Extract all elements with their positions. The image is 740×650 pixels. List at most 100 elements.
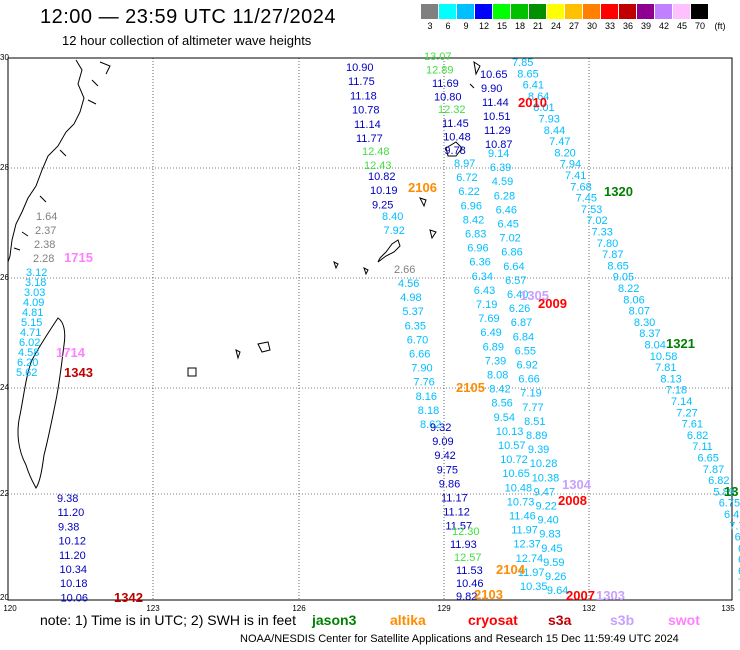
scale-label: (ft) xyxy=(714,21,726,31)
satellite-legend-cryosat: cryosat xyxy=(468,612,518,628)
wave-height-value: 3.03 xyxy=(24,287,45,299)
wave-height-value: 5.62 xyxy=(16,367,37,379)
pass-label: 1303 xyxy=(596,588,625,603)
wave-height-value: 8.56 xyxy=(491,398,512,410)
wave-height-value: 8.18 xyxy=(418,405,439,417)
wave-height-value: 8.42 xyxy=(489,384,510,396)
scale-label: 36 xyxy=(622,21,633,31)
longitude-tick-label: 135 xyxy=(721,604,735,613)
latitude-tick-label: 26 xyxy=(0,273,9,282)
pass-label: 1342 xyxy=(114,590,143,605)
wave-height-value: 7.53 xyxy=(581,204,602,216)
wave-height-value: 11.45 xyxy=(442,118,469,130)
map-frame xyxy=(7,57,733,601)
wave-height-value: 7.73 xyxy=(729,520,740,532)
wave-height-value: 2.37 xyxy=(35,225,56,237)
wave-height-value: 8.16 xyxy=(416,391,437,403)
wave-height-value: 7.02 xyxy=(586,215,607,227)
ryukyu-small-2 xyxy=(429,229,437,240)
wave-height-value: 8.20 xyxy=(554,147,575,159)
track-e2: 3.123.183.034.094.815.154.716.024.586.20… xyxy=(16,267,47,379)
scale-swatch xyxy=(655,4,673,19)
wave-height-value: 10.19 xyxy=(370,185,398,197)
track-b2: 11.69 10.80 xyxy=(432,78,462,104)
wave-height-value: 8.01 xyxy=(533,102,554,114)
wave-height-value: 9.14 xyxy=(488,148,509,160)
longitude-tick-label: 126 xyxy=(292,604,306,613)
wave-height-value: 3.12 xyxy=(26,267,47,279)
wave-height-value: 7.69 xyxy=(478,313,499,325)
scale-swatch xyxy=(547,4,565,19)
wave-height-value: 7.45 xyxy=(576,193,597,205)
scale-label: 12 xyxy=(478,21,489,31)
longitude-ticks: 120 123 126 129 132 135 xyxy=(3,604,735,613)
wave-height-value: 10.87 xyxy=(485,139,513,151)
wave-height-value: 8.65 xyxy=(517,68,538,80)
wave-height-value: 9.47 xyxy=(534,486,555,498)
track-b4: 11.45 10.489.78 xyxy=(442,118,471,157)
track-a2: 12.48 12.43 xyxy=(362,146,392,172)
wave-height-value: 8.13 xyxy=(660,373,681,385)
pass-label: 2104 xyxy=(496,562,526,577)
wave-height-value: 11.93 xyxy=(450,539,477,551)
scale-label: 6 xyxy=(445,21,451,31)
wave-height-value: 10.13 xyxy=(496,426,524,438)
wave-height-value: 8.22 xyxy=(618,283,639,295)
wave-height-value: 4.09 xyxy=(23,297,44,309)
wave-height-value: 11.57 xyxy=(445,521,472,533)
ryukyu-small-3 xyxy=(333,261,339,270)
wave-height-value: 9.90 xyxy=(481,83,502,95)
wave-height-value: 2.38 xyxy=(34,239,55,251)
wave-height-value: 6.64 xyxy=(503,261,524,273)
scale-swatch xyxy=(439,4,457,19)
wave-height-value: 7.11 xyxy=(692,441,713,453)
map-subtitle: 12 hour collection of altimeter wave hei… xyxy=(62,33,312,48)
longitude-tick-label: 123 xyxy=(146,604,160,613)
satellite-legend-jason3: jason3 xyxy=(312,612,357,628)
scale-swatch xyxy=(493,4,511,19)
wave-height-value: 6.75 xyxy=(719,498,740,510)
wave-height-value: 5.89 xyxy=(713,486,734,498)
track-b: 13.07 12.89 xyxy=(424,51,454,77)
wave-height-value: 6.43 xyxy=(474,285,495,297)
pass-label: 2009 xyxy=(538,296,567,311)
wave-height-value: 4.59 xyxy=(492,176,513,188)
wave-height-value: 9.78 xyxy=(444,145,465,157)
wave-height-value: 10.48 xyxy=(443,132,471,144)
wave-height-value: 6.49 xyxy=(480,327,501,339)
track-f6: 12.57 xyxy=(454,552,482,564)
wave-height-value: 6.29 xyxy=(738,543,740,555)
wave-height-value: 10.90 xyxy=(346,62,374,74)
wave-height-value: 6.72 xyxy=(456,172,477,184)
track-b3: 12.32 xyxy=(438,104,466,116)
wave-height-value: 10.57 xyxy=(498,440,526,452)
wave-height-value: 11.53 xyxy=(456,565,483,577)
wave-height-value: 4.81 xyxy=(22,307,43,319)
scale-label: 3 xyxy=(427,21,433,31)
wave-height-value: 9.25 xyxy=(372,199,393,211)
yonaguni xyxy=(187,367,197,377)
wave-height-value: 9.86 xyxy=(439,478,460,490)
wave-height-value: 11.29 xyxy=(484,125,511,137)
wave-height-value: 6.57 xyxy=(505,275,526,287)
ryukyu-small-1 xyxy=(419,197,427,208)
satellite-legend-s3a: s3a xyxy=(548,612,572,628)
wave-height-value: 6.02 xyxy=(19,337,40,349)
wave-height-value: 10.28 xyxy=(530,458,558,470)
wave-height-value: 7.76 xyxy=(413,377,434,389)
wave-height-value: 10.72 xyxy=(500,454,528,466)
satellite-legend-swot: swot xyxy=(668,612,700,628)
wave-height-value: 10.78 xyxy=(352,105,380,117)
track-d: 7.858.656.418.648.017.938.447.478.207.94… xyxy=(512,57,740,600)
wave-height-value: 4.56 xyxy=(398,278,419,290)
wave-height-value: 7.94 xyxy=(560,159,581,171)
wave-height-value: 2.28 xyxy=(33,253,54,265)
track-c2: 9.14 6.39 4.59 6.28 6.46 6.45 7.02 6.86 6.64 6.57… xyxy=(488,148,568,597)
scale-label: 33 xyxy=(604,21,615,31)
wave-height-value: 10.48 xyxy=(505,482,533,494)
wave-height-value: 8.97 xyxy=(454,158,475,170)
track-f4: 12.30 xyxy=(452,526,480,538)
wave-height-value: 10.38 xyxy=(532,472,560,484)
scale-label: 42 xyxy=(658,21,669,31)
wave-height-value: 11.97 xyxy=(511,525,538,537)
